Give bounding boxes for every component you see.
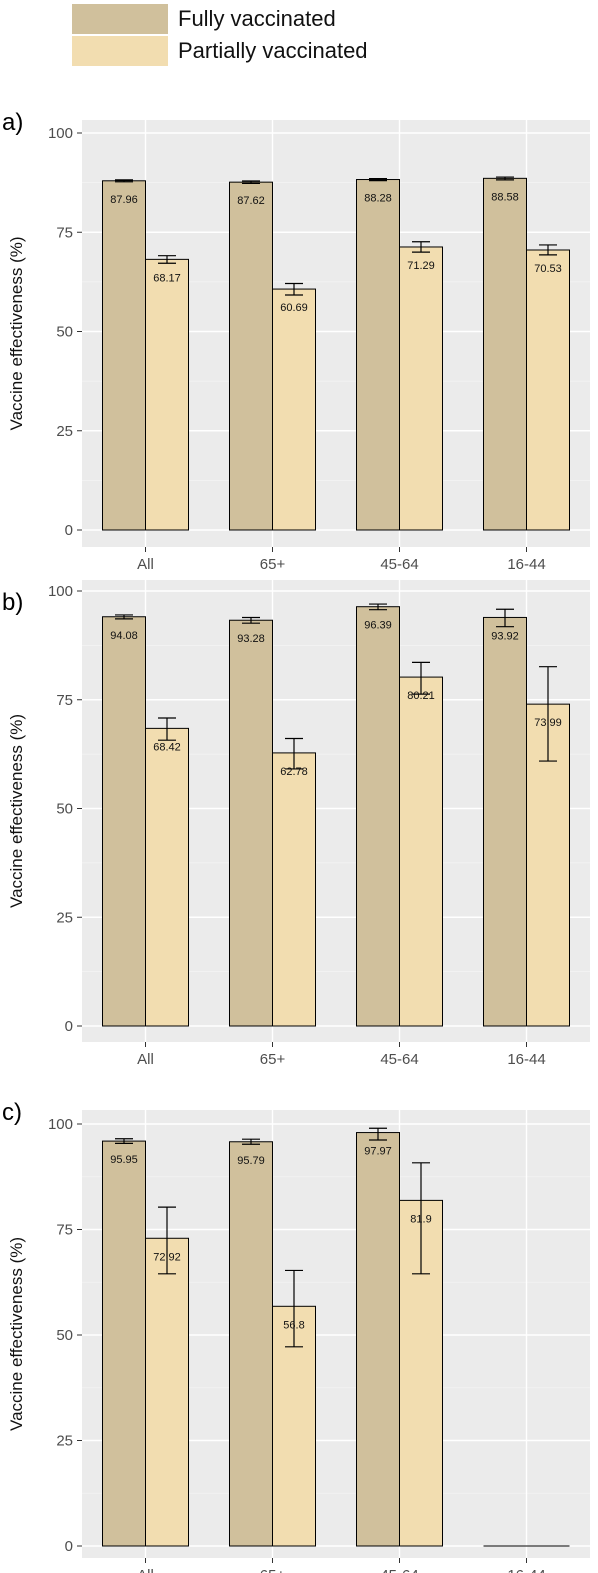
y-tick-label: 0	[65, 1538, 73, 1555]
panel-label: b)	[2, 589, 23, 616]
bar-partially	[145, 1237, 189, 1547]
y-axis-title: Vaccine effectiveness (%)	[7, 714, 26, 908]
y-tick-label: 25	[56, 909, 73, 926]
x-tick-label: 65+	[260, 1567, 286, 1573]
chart-panel-c: 0 25 50 75 100 95.95 95.79 97.97 72.92 56.8 81.9 Al…	[2, 1099, 590, 1573]
x-tick-label: 16-44	[507, 1567, 545, 1573]
y-tick-label: 0	[65, 522, 73, 539]
x-tick-label: All	[137, 556, 154, 573]
panel-label: c)	[2, 1099, 22, 1126]
bar-fully	[483, 616, 527, 1027]
y-axis-title: Vaccine effectiveness (%)	[7, 236, 26, 430]
x-tick-label: All	[137, 1567, 154, 1573]
bar-fully	[356, 1132, 400, 1547]
data-label: 72.92	[153, 1251, 181, 1263]
data-label: 70.53	[534, 263, 562, 275]
data-label: 60.69	[280, 302, 308, 314]
data-label: 81.9	[410, 1213, 431, 1225]
legend-label-fully: Fully vaccinated	[178, 6, 336, 31]
data-label: 95.95	[110, 1154, 138, 1166]
bar-fully	[229, 1141, 273, 1547]
data-label: 88.58	[491, 191, 519, 203]
y-tick-label: 100	[48, 583, 73, 600]
data-label: 97.97	[364, 1146, 392, 1158]
chart-panel-b: 0 25 50 75 100 94.08 93.28 96.39 93.92 68.42 62.78…	[2, 580, 590, 1068]
chart-panel-a: 0 25 50 75 100 87.96 87.62 88.28 88.58 68.17 60.69…	[2, 109, 590, 573]
data-label: 73.99	[534, 717, 562, 729]
bar-partially	[272, 752, 316, 1027]
y-tick-label: 50	[56, 324, 73, 341]
x-tick-label: 65+	[260, 556, 286, 573]
y-tick-label: 100	[48, 125, 73, 142]
bar-fully	[102, 1140, 146, 1547]
bar-fully	[483, 177, 527, 531]
bar-partially	[145, 258, 189, 531]
legend-swatch-fully	[72, 4, 168, 34]
y-tick-label: 50	[56, 1327, 73, 1344]
data-label: 56.8	[283, 1319, 304, 1331]
bar-partially	[399, 676, 443, 1027]
x-tick-label: 16-44	[507, 1051, 545, 1068]
legend-swatch-partially	[72, 36, 168, 66]
bar-fully	[102, 180, 146, 531]
x-tick-label: All	[137, 1051, 154, 1068]
y-axis-title: Vaccine effectiveness (%)	[7, 1237, 26, 1431]
bar-fully	[229, 619, 273, 1027]
bar-partially	[145, 727, 189, 1027]
legend-item-fully: Fully vaccinated	[72, 2, 336, 36]
y-tick-label: 75	[56, 1222, 73, 1239]
bar-partially	[272, 288, 316, 531]
y-tick-label: 75	[56, 224, 73, 241]
data-label: 88.28	[364, 193, 392, 205]
legend-label-partially: Partially vaccinated	[178, 38, 368, 63]
bar-partially	[399, 246, 443, 531]
bar-fully	[356, 606, 400, 1027]
data-label: 87.96	[110, 194, 138, 206]
data-label: 68.42	[153, 741, 181, 753]
data-label: 71.29	[407, 260, 435, 272]
x-tick-label: 45-64	[380, 1051, 418, 1068]
data-label: 94.08	[110, 630, 138, 642]
y-tick-label: 25	[56, 423, 73, 440]
bar-partially	[526, 249, 570, 531]
data-label: 87.62	[237, 195, 265, 207]
y-tick-label: 100	[48, 1116, 73, 1133]
data-label: 80.21	[407, 690, 435, 702]
legend-item-partially: Partially vaccinated	[72, 34, 368, 68]
x-tick-label: 65+	[260, 1051, 286, 1068]
x-tick-label: 45-64	[380, 556, 418, 573]
x-tick-label: 16-44	[507, 556, 545, 573]
x-tick-label: 45-64	[380, 1567, 418, 1573]
data-label: 93.92	[491, 630, 519, 642]
data-label: 68.17	[153, 272, 181, 284]
data-label: 96.39	[364, 620, 392, 632]
y-tick-label: 0	[65, 1018, 73, 1035]
y-tick-label: 75	[56, 692, 73, 709]
data-label: 95.79	[237, 1155, 265, 1167]
bar-fully	[356, 179, 400, 531]
bar-fully	[102, 616, 146, 1027]
bar-fully	[229, 181, 273, 531]
panel-label: a)	[2, 109, 23, 136]
data-label: 93.28	[237, 633, 265, 645]
y-tick-label: 50	[56, 801, 73, 818]
legend: Fully vaccinated Partially vaccinated	[0, 0, 598, 80]
data-label: 62.78	[280, 766, 308, 778]
y-tick-label: 25	[56, 1433, 73, 1450]
